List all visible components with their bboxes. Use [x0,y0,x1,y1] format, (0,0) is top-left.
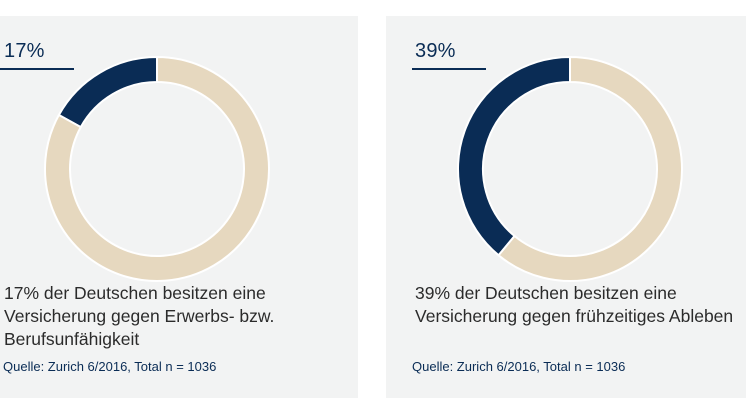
chart-description: 17% der Deutschen besitzen eine Versiche… [4,283,275,349]
label-leader-line [0,68,74,70]
source-note: Quelle: Zurich 6/2016, Total n = 1036 [3,359,217,374]
chart-panel-erwerbsunfaehigkeit: 17% 17% der Deutschen besitzen eine Vers… [0,16,358,398]
donut-chart-2 [457,55,683,282]
donut-slice-remainder [44,55,270,282]
chart-description: 39% der Deutschen besitzen eine Versiche… [415,283,734,326]
donut-chart-1 [44,55,270,282]
percent-label: 39% [415,40,456,62]
donut-slice-remainder [497,55,683,282]
label-leader-line [412,68,486,70]
source-note: Quelle: Zurich 6/2016, Total n = 1036 [412,359,626,374]
chart-panel-ableben: 39% 39% der Deutschen besitzen eine Vers… [386,16,746,398]
donut-slice-highlight [457,55,571,257]
percent-label: 17% [4,40,45,62]
